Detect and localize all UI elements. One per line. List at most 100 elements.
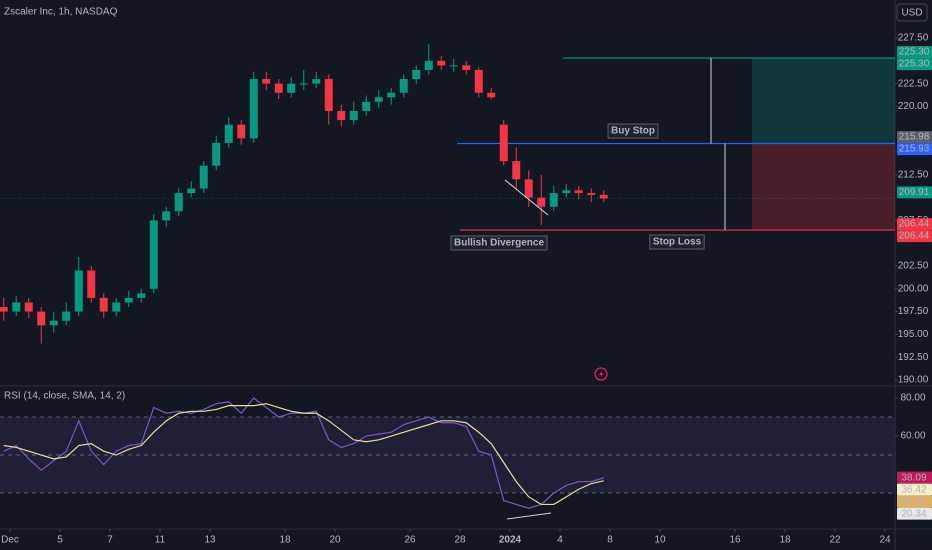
candle-body [199,165,208,189]
y-tick-label: 227.50 [898,33,929,44]
candle-body [324,79,333,111]
annotation: Bullish Divergence [450,235,548,251]
price-tag-label: 225.30 [899,47,930,58]
rsi-tag [897,495,932,508]
candle-body [212,142,221,166]
candle-body [412,69,421,80]
candle-body [462,65,471,70]
candle-body [287,83,296,93]
y-tick-label: 190.00 [898,375,929,386]
candle-body [599,194,608,199]
x-tick-label: 24 [879,535,891,546]
candle-body [237,124,246,139]
annotation-box [649,234,705,250]
candle-body [12,302,21,312]
x-tick-label: 16 [729,535,741,546]
rsi-tag-label: 20.34 [901,508,926,519]
candle-body [274,83,283,93]
x-tick-label: 4 [557,535,563,546]
candle-body [249,79,258,139]
y-tick-label: 197.50 [898,306,929,317]
rsi-tag [897,483,932,496]
annotation: Stop Loss [649,234,705,250]
candle-body [362,101,371,111]
x-tick-label: 2024 [499,535,522,546]
x-tick-label: 26 [404,535,416,546]
candle-body [124,297,133,303]
candle-body [174,193,183,212]
y-tick-label: 192.50 [898,352,929,363]
price-tag-label: 215.98 [899,132,930,143]
price-tag [897,186,932,199]
x-tick-label: 28 [454,535,466,546]
symbol-title: Zscaler Inc, 1h, NASDAQ [4,7,118,18]
price-tag-label: 206.44 [899,231,930,242]
x-tick-label: 22 [829,535,841,546]
candle-body [99,297,108,312]
x-tick-label: 18 [279,535,291,546]
alert-icon[interactable] [594,367,608,381]
x-tick-label: 5 [57,535,63,546]
candle-body [0,307,8,312]
x-tick-label: 18 [779,535,791,546]
x-tick-label: 7 [107,535,113,546]
annotation-text: Bullish Divergence [454,238,544,249]
x-tick-label: 11 [155,535,166,546]
x-tick-label: Dec [1,535,19,546]
price-tag-label: 206.44 [899,219,930,230]
price-tag-label: 215.93 [899,144,930,155]
annotation-box [607,123,659,139]
rsi-tag [897,507,932,520]
alert-bolt[interactable] [599,370,604,379]
candle-body [399,79,408,93]
rsi-tag [897,471,932,484]
candle-body [524,179,533,198]
candle-body [312,79,321,84]
candle-body [349,110,358,121]
price-divergence-line [504,179,549,216]
annotation: Buy Stop [607,123,659,139]
candle-body [537,197,546,207]
candle-body [262,79,271,84]
candle-body [487,92,496,98]
currency-button[interactable] [896,3,928,22]
candle-body [499,124,508,162]
candle-body [87,270,96,298]
y-tick-label: 222.50 [898,78,929,89]
candle-body [374,97,383,102]
candle-body [512,161,521,180]
candle-body [112,302,121,312]
x-tick-label: 8 [607,535,613,546]
candle-body [224,124,233,143]
rsi-ma-line [3,403,604,506]
stop-zone [752,143,895,231]
y-tick-label: 220.00 [898,101,929,112]
rsi-y-tick-label: 80.00 [900,393,925,404]
y-tick-label: 202.50 [898,261,929,272]
price-tag [897,58,932,71]
rsi-tag-label: 38.09 [901,472,926,483]
price-tag [897,230,932,243]
x-tick-label: 13 [204,535,216,546]
x-tick-label: 10 [654,535,666,546]
annotation-box [450,235,548,251]
candle-body [24,302,33,312]
currency-label[interactable]: USD [901,8,922,19]
candle-body [62,311,71,321]
y-tick-label: 200.00 [898,283,929,294]
candle-body [49,320,58,326]
alert-circle[interactable] [594,367,608,381]
candle-body [474,69,483,93]
rsi-tag-label: 36.42 [901,484,926,495]
candle-body [574,190,583,194]
candle-body [299,83,308,85]
rsi-title: RSI (14, close, SMA, 14, 2) [4,391,125,402]
rsi-y-tick-label: 60.00 [900,431,925,442]
annotation-text: Stop Loss [653,237,702,248]
candle-body [449,65,458,67]
rsi-divergence-line [506,512,552,520]
candle-body [387,92,396,98]
candle-body [549,193,558,207]
x-tick-label: 20 [329,535,341,546]
